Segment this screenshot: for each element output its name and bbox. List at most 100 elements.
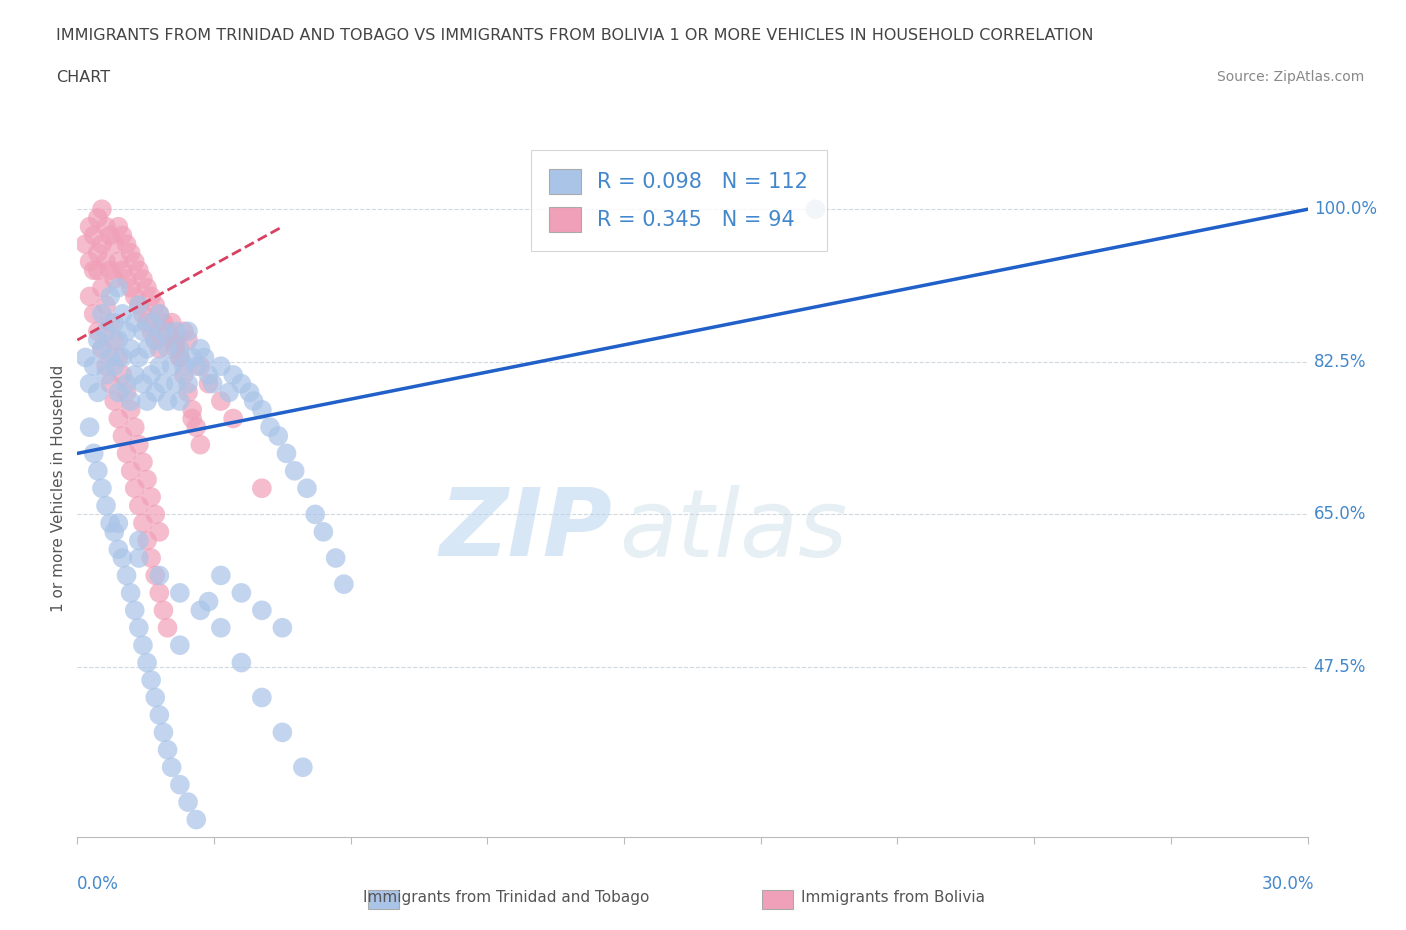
Text: 47.5%: 47.5%	[1313, 658, 1367, 676]
Point	[83, 228, 105, 243]
Point	[186, 419, 208, 434]
Point	[250, 403, 273, 418]
Point	[124, 289, 146, 304]
Point	[115, 568, 138, 583]
Point	[169, 350, 191, 365]
Point	[141, 551, 163, 565]
Point	[75, 236, 97, 251]
Point	[132, 515, 155, 530]
Point	[124, 315, 146, 330]
Point	[120, 403, 142, 418]
Point	[115, 236, 138, 251]
Point	[165, 333, 187, 348]
Point	[141, 367, 163, 382]
Point	[132, 455, 155, 470]
Point	[148, 359, 170, 374]
Point	[111, 228, 134, 243]
Point	[181, 403, 204, 418]
Point	[143, 690, 166, 705]
Point	[209, 568, 232, 583]
Point	[136, 315, 159, 330]
Point	[169, 341, 191, 356]
Point	[148, 586, 170, 601]
Point	[98, 289, 121, 304]
Text: Source: ZipAtlas.com: Source: ZipAtlas.com	[1216, 70, 1364, 84]
Point	[148, 307, 170, 322]
Point	[132, 324, 155, 339]
Point	[94, 367, 117, 382]
Point	[115, 446, 138, 461]
Point	[132, 272, 155, 286]
Point	[173, 367, 195, 382]
Point	[87, 463, 110, 478]
Point	[156, 742, 179, 757]
Point	[160, 333, 183, 348]
Point	[177, 377, 200, 392]
Point	[115, 272, 138, 286]
Point	[143, 298, 166, 312]
Point	[141, 672, 163, 687]
Point	[90, 341, 114, 356]
Point	[83, 307, 105, 322]
Point	[177, 333, 200, 348]
Point	[156, 324, 179, 339]
Text: atlas: atlas	[619, 485, 846, 576]
Point	[115, 377, 138, 392]
Point	[79, 419, 101, 434]
Point	[239, 385, 262, 400]
Point	[209, 359, 232, 374]
Point	[107, 280, 129, 295]
Point	[209, 620, 232, 635]
Point	[156, 620, 179, 635]
Point	[160, 760, 183, 775]
Point	[128, 350, 150, 365]
Point	[128, 437, 150, 452]
Point	[143, 568, 166, 583]
Point	[165, 341, 187, 356]
Point	[98, 350, 121, 365]
Point	[75, 350, 97, 365]
Point	[90, 280, 114, 295]
Point	[136, 341, 159, 356]
Point	[186, 359, 208, 374]
Text: IMMIGRANTS FROM TRINIDAD AND TOBAGO VS IMMIGRANTS FROM BOLIVIA 1 OR MORE VEHICLE: IMMIGRANTS FROM TRINIDAD AND TOBAGO VS I…	[56, 28, 1094, 43]
Point	[103, 236, 125, 251]
Text: Immigrants from Bolivia: Immigrants from Bolivia	[801, 890, 984, 905]
Point	[152, 377, 174, 392]
Point	[94, 298, 117, 312]
Point	[242, 393, 264, 408]
Point	[188, 437, 212, 452]
Point	[90, 236, 114, 251]
Point	[250, 603, 273, 618]
Point	[120, 246, 142, 260]
Point	[267, 429, 290, 444]
Point	[259, 419, 281, 434]
Point	[120, 586, 142, 601]
Point	[120, 463, 142, 478]
Point	[103, 359, 125, 374]
Point	[291, 760, 314, 775]
Point	[141, 324, 163, 339]
Point	[98, 263, 121, 278]
Point	[120, 341, 142, 356]
Point	[201, 377, 224, 392]
Point	[94, 359, 117, 374]
Point	[148, 708, 170, 723]
Point	[111, 429, 134, 444]
Point	[83, 359, 105, 374]
Point	[177, 794, 200, 809]
Point	[87, 246, 110, 260]
Point	[141, 289, 163, 304]
Point	[107, 515, 129, 530]
Point	[132, 638, 155, 653]
FancyBboxPatch shape	[368, 890, 399, 909]
Point	[136, 533, 159, 548]
Point	[141, 315, 163, 330]
Point	[115, 385, 138, 400]
Point	[143, 385, 166, 400]
Point	[218, 385, 240, 400]
Point	[143, 333, 166, 348]
Point	[128, 263, 150, 278]
Point	[136, 472, 159, 487]
Point	[148, 568, 170, 583]
